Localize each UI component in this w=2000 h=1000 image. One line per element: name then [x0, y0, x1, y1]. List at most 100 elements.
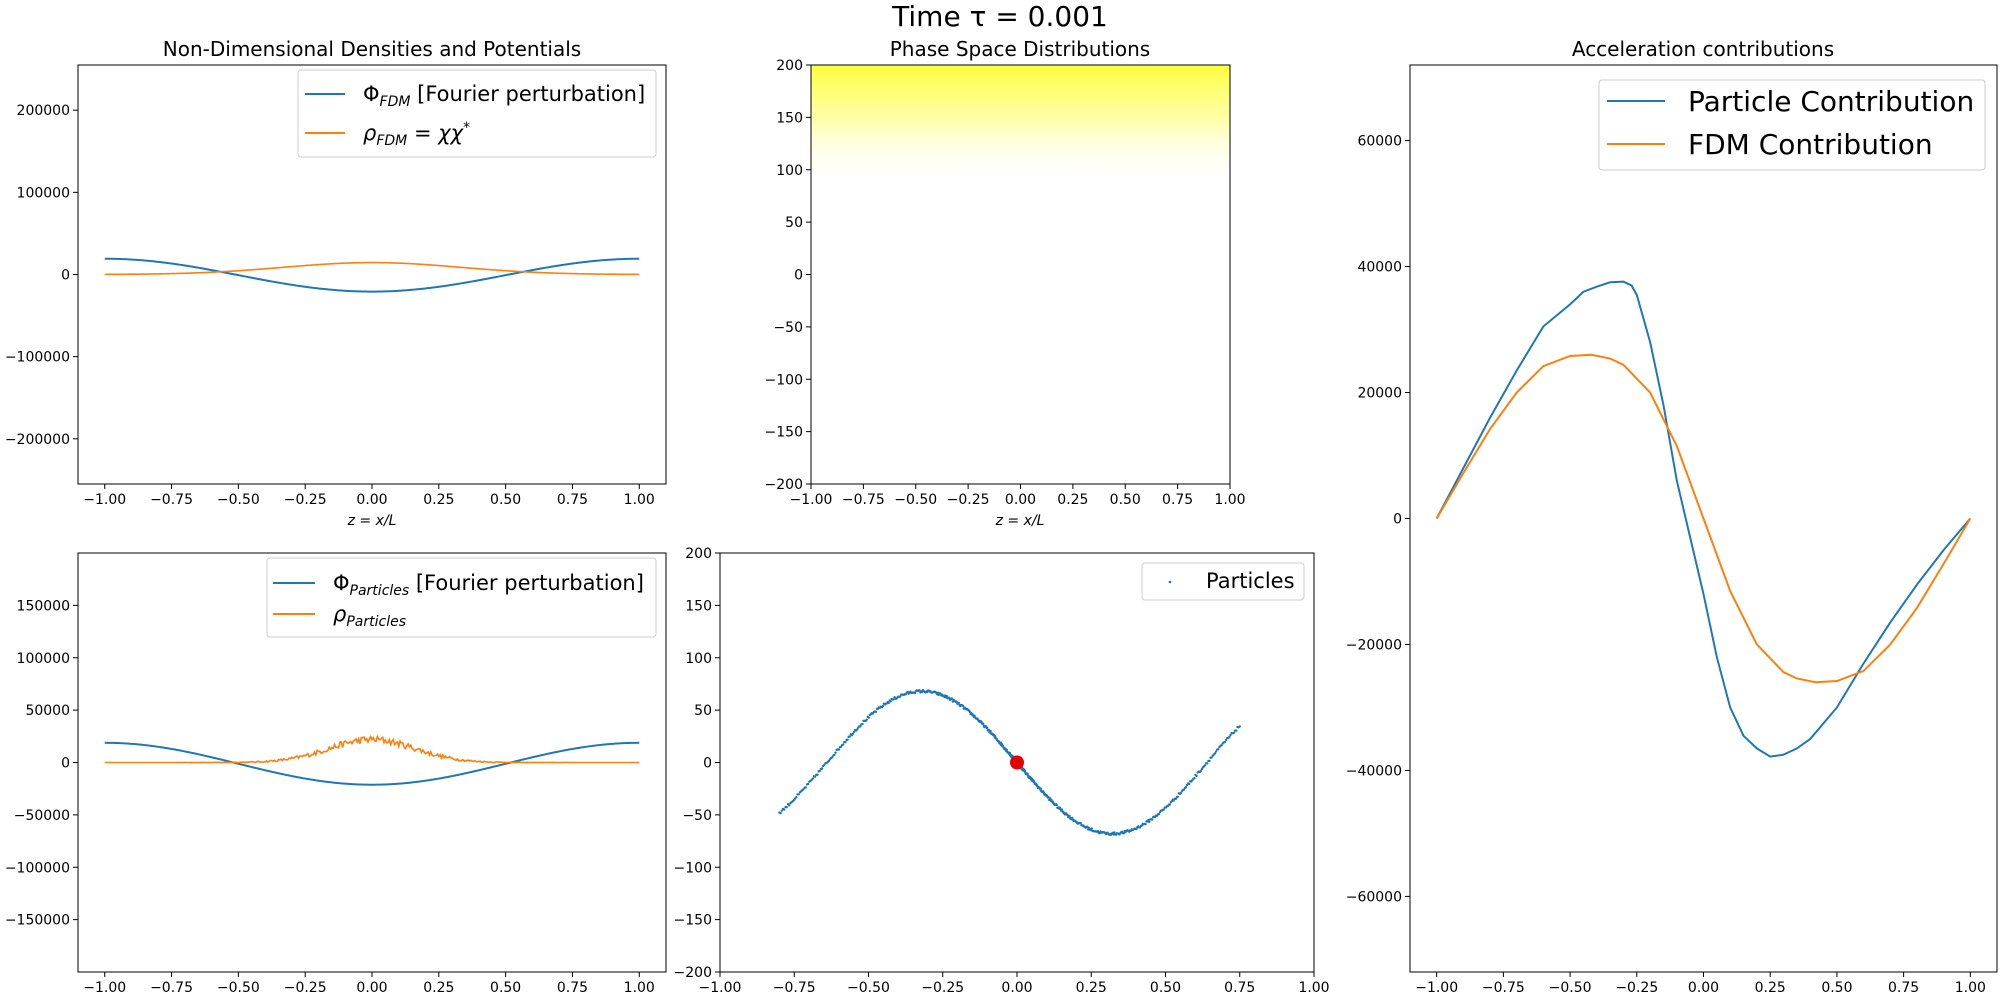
- particle-point: [961, 704, 965, 708]
- x-tick-label: −1.00: [83, 492, 126, 508]
- x-tick-label: 1.00: [624, 980, 655, 996]
- chart-phase-space-fdm: Phase Space Distributions −1.00 −0.75 −0.5…: [765, 37, 1246, 529]
- x-tick-label: 0.50: [490, 492, 521, 508]
- y-tick-label: 40000: [1357, 260, 1402, 276]
- particle-point: [1238, 725, 1241, 728]
- chart-densities-potentials: Non-Dimensional Densities and Potentials…: [5, 37, 667, 529]
- y-tick-label: 150: [685, 598, 712, 614]
- particle-point: [1179, 791, 1183, 795]
- particle-point: [1199, 769, 1203, 773]
- axes-frame-acceleration: [1409, 64, 1998, 973]
- series-line-potential: [104, 257, 640, 293]
- series-line-particle-contribution: [1435, 280, 1972, 758]
- legend-frame: [1598, 79, 1986, 171]
- particle-point: [1213, 752, 1217, 755]
- y-tick-label: −150: [674, 913, 712, 929]
- y-tick-label: 150000: [17, 598, 70, 614]
- x-tick-label: 0.75: [1162, 492, 1193, 508]
- y-tick-label: 100: [685, 651, 712, 667]
- particle-point: [994, 735, 997, 738]
- y-tick-label: −50: [682, 808, 712, 824]
- particle-point: [797, 793, 800, 796]
- particle-point: [1232, 731, 1236, 734]
- y-tick-label: 200000: [17, 103, 70, 119]
- y-tick-label: 60000: [1357, 134, 1402, 150]
- particle-point: [1184, 785, 1188, 789]
- x-tick-label: 0.50: [1821, 980, 1852, 996]
- y-tick-label: 100: [776, 163, 803, 179]
- x-tick-label: 0.00: [1688, 980, 1719, 996]
- x-tick-label: −0.75: [150, 980, 193, 996]
- y-tick-label: 0: [703, 756, 712, 772]
- particle-point: [848, 735, 851, 738]
- particle-point: [856, 728, 859, 731]
- legend-frame: [266, 557, 657, 638]
- x-tick-label: 0.75: [1224, 980, 1255, 996]
- x-tick-label: 0.00: [356, 492, 387, 508]
- particle-point: [820, 767, 824, 770]
- particle-point: [1193, 776, 1196, 780]
- particle-point: [795, 795, 798, 799]
- particle-point: [1235, 729, 1238, 732]
- chart-title-densities: Non-Dimensional Densities and Potentials: [163, 37, 581, 61]
- x-tick-label: −0.50: [217, 492, 260, 508]
- particle-point: [861, 722, 864, 726]
- series-line-density: [104, 261, 640, 276]
- y-tick-label: 50: [785, 215, 803, 231]
- particle-point: [1168, 803, 1171, 806]
- x-axis-label-phase-fdm: z = x/L: [995, 513, 1045, 529]
- x-tick-label: 1.00: [624, 492, 655, 508]
- x-tick-label: 0.00: [1001, 980, 1032, 996]
- x-tick-label: −0.25: [284, 492, 327, 508]
- y-tick-label: −100000: [5, 860, 70, 876]
- particle-point: [1208, 759, 1211, 763]
- y-tick-label: −60000: [1346, 889, 1402, 905]
- y-tick-label: 100000: [17, 185, 70, 201]
- x-tick-label: 0.00: [356, 980, 387, 996]
- particle-point: [1150, 818, 1154, 821]
- x-tick-label: −0.50: [894, 492, 937, 508]
- chart-particle-potential-density: −1.00 −0.75 −0.50 −0.25 0.00 0.25 0.50 0.75 1.00…: [5, 552, 667, 996]
- particle-point: [1224, 738, 1228, 742]
- series-line-density: [104, 734, 640, 764]
- x-tick-label: 0.50: [1150, 980, 1181, 996]
- particle-point: [831, 756, 834, 759]
- particle-point: [981, 722, 985, 725]
- y-tick-label: 0: [61, 268, 70, 284]
- particle-point: [816, 773, 819, 776]
- x-tick-label: −0.50: [1549, 980, 1592, 996]
- legend-label-particles: Particles: [1206, 569, 1295, 593]
- y-tick-label: −20000: [1346, 637, 1402, 653]
- particle-points: [778, 689, 1241, 836]
- particle-point: [833, 753, 836, 757]
- y-tick-label: 100000: [17, 651, 70, 667]
- particle-point: [1229, 733, 1232, 737]
- particle-point: [802, 788, 805, 791]
- particle-point: [1055, 803, 1059, 807]
- particle-point: [811, 777, 815, 780]
- particle-point: [1122, 832, 1126, 835]
- axes-frame-particles: [77, 552, 667, 973]
- x-tick-label: −0.25: [1615, 980, 1658, 996]
- particle-point: [1206, 762, 1209, 765]
- x-tick-label: −0.25: [921, 980, 964, 996]
- x-tick-label: −0.50: [217, 980, 260, 996]
- x-tick-label: 0.25: [1755, 980, 1786, 996]
- x-tick-label: 0.00: [1005, 492, 1036, 508]
- legend-label-phi-fdm: ΦFDM [Fourier perturbation]: [363, 82, 645, 110]
- tracked-particle-marker: [1010, 755, 1024, 770]
- y-tick-label: −150000: [5, 913, 70, 929]
- fdm-phase-density: [811, 65, 1230, 183]
- y-tick-label: −200: [674, 965, 712, 981]
- particle-point: [1090, 827, 1094, 830]
- y-tick-label: −100000: [5, 350, 70, 366]
- particle-point: [1217, 748, 1220, 751]
- particle-point: [837, 748, 841, 751]
- particle-point: [851, 732, 855, 735]
- particle-point: [806, 782, 810, 786]
- particle-point: [955, 700, 958, 703]
- x-tick-label: 0.25: [1057, 492, 1088, 508]
- series-line-fdm-contribution: [1435, 353, 1972, 684]
- x-tick-label: −0.50: [847, 980, 890, 996]
